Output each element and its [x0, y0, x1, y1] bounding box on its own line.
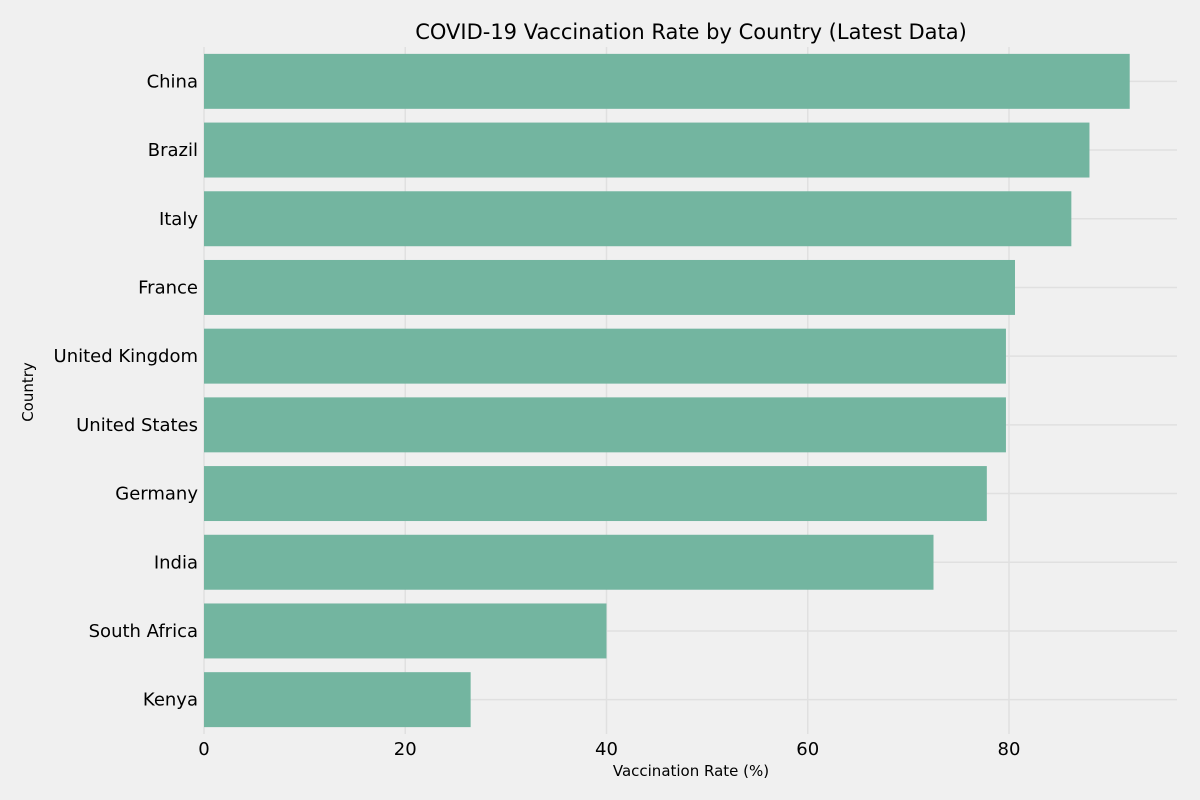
bar-italy [204, 191, 1072, 247]
y-axis-label: Country [19, 362, 37, 422]
y-tick-label: France [138, 277, 198, 298]
y-tick-labels: China Brazil Italy France United Kingdom Unit… [54, 71, 199, 710]
y-tick-label: Germany [115, 484, 198, 505]
y-tick-label: South Africa [89, 621, 198, 642]
y-tick-label: Italy [159, 209, 198, 230]
x-tick-label: 0 [198, 739, 209, 760]
y-tick-label: United States [76, 415, 198, 436]
y-tick-label: Brazil [148, 140, 198, 161]
x-tick-label: 60 [796, 739, 819, 760]
y-tick-label: India [154, 552, 198, 573]
x-tick-label: 20 [394, 739, 417, 760]
bar-china [204, 53, 1130, 109]
x-tick-labels: 0 20 40 60 80 [198, 739, 1020, 760]
bar-kenya [204, 672, 471, 728]
y-tick-label: Kenya [143, 690, 198, 711]
bar-france [204, 259, 1016, 315]
y-tick-label: China [147, 71, 198, 92]
bar-united-states [204, 397, 1006, 453]
x-tick-label: 40 [595, 739, 618, 760]
y-tick-label: United Kingdom [54, 346, 198, 367]
bar-south-africa [204, 603, 607, 659]
x-axis-label: Vaccination Rate (%) [613, 762, 769, 780]
bars [204, 53, 1130, 728]
bar-india [204, 534, 934, 590]
chart-title: COVID-19 Vaccination Rate by Country (La… [415, 20, 967, 44]
bar-germany [204, 466, 987, 522]
bar-brazil [204, 122, 1090, 178]
x-tick-label: 80 [998, 739, 1021, 760]
bar-united-kingdom [204, 328, 1006, 384]
